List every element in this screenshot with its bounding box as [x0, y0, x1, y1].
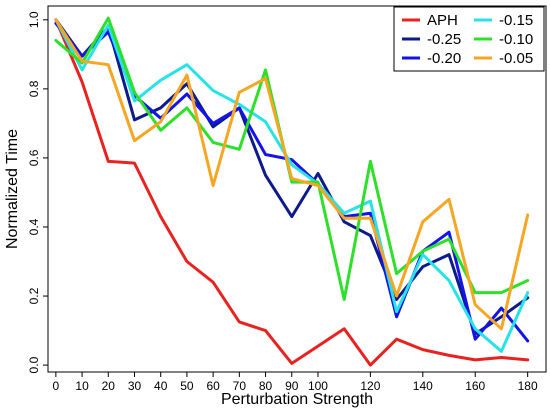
series-line-aph — [54, 18, 530, 367]
legend-label: -0.25 — [427, 31, 461, 48]
legend-label: -0.20 — [427, 50, 461, 67]
legend: APH -0.25 -0.20 -0.15 -0.10 -0.05 — [393, 6, 545, 72]
y-tick-label: 0.0 — [27, 356, 41, 373]
x-axis: 0 10 20 30 40 50 60 70 80 90 100 120 140 160 180 — [53, 372, 538, 393]
y-tick-label: 0.4 — [27, 218, 41, 235]
series-line-005 — [54, 18, 530, 331]
series-line-020 — [54, 21, 530, 343]
x-tick-label: 180 — [518, 379, 538, 393]
series-line-015 — [54, 18, 530, 353]
x-tick-label: 60 — [206, 379, 220, 393]
legend-label: APH — [427, 12, 458, 29]
plot-frame — [47, 5, 547, 373]
series-line-025 — [54, 18, 530, 336]
x-tick-label: 140 — [413, 379, 433, 393]
x-tick-label: 50 — [180, 379, 194, 393]
x-tick-label: 0 — [53, 379, 60, 393]
x-tick-label: 80 — [259, 379, 273, 393]
series-line-010 — [54, 16, 530, 301]
plot-lines — [54, 16, 530, 367]
x-axis-title: Perturbation Strength — [221, 391, 373, 408]
legend-label: -0.10 — [499, 31, 533, 48]
x-tick-label: 160 — [465, 379, 485, 393]
y-tick-label: 1.0 — [27, 11, 41, 28]
x-tick-label: 30 — [128, 379, 142, 393]
x-tick-label: 20 — [102, 379, 116, 393]
x-tick-label: 40 — [154, 379, 168, 393]
y-tick-label: 0.8 — [27, 80, 41, 97]
y-tick-label: 0.6 — [27, 149, 41, 166]
x-tick-label: 10 — [75, 379, 89, 393]
legend-label: -0.05 — [499, 50, 533, 67]
y-tick-label: 0.2 — [27, 287, 41, 304]
x-tick-label: 100 — [308, 379, 328, 393]
y-axis-title: Normalized Time — [4, 129, 21, 249]
legend-label: -0.15 — [499, 12, 533, 29]
x-tick-label: 120 — [360, 379, 380, 393]
x-tick-label: 90 — [285, 379, 299, 393]
y-axis: 0.0 0.2 0.4 0.6 0.8 1.0 — [27, 11, 48, 373]
x-tick-label: 70 — [233, 379, 247, 393]
